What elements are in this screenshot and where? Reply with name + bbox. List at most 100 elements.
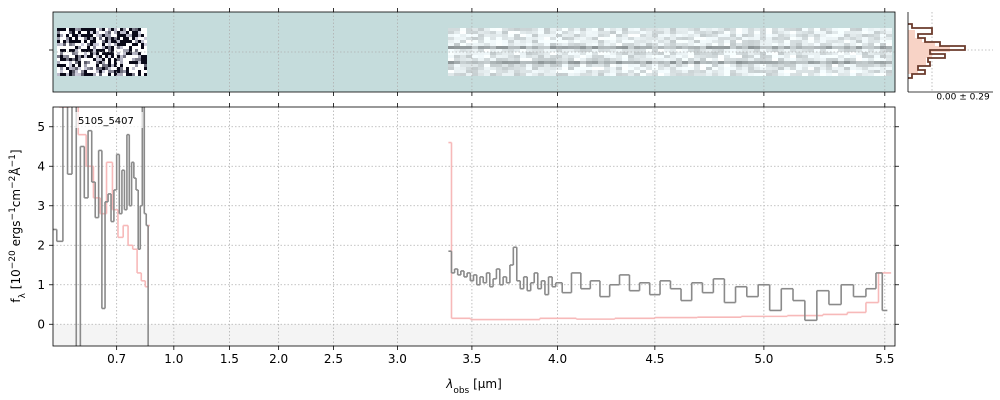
pixel (96, 67, 99, 70)
pixel (688, 64, 694, 67)
pixel (478, 61, 484, 64)
pixel (69, 52, 72, 55)
pixel (514, 37, 520, 40)
pixel (670, 34, 676, 37)
pixel (826, 49, 832, 52)
pixel (141, 43, 144, 46)
pixel (81, 64, 84, 67)
pixel (568, 43, 574, 46)
pixel (814, 28, 820, 31)
pixel (114, 49, 117, 52)
pixel (640, 46, 646, 49)
pixel (117, 67, 120, 70)
pixel (646, 73, 652, 76)
pixel (126, 34, 129, 37)
pixel (72, 46, 75, 49)
pixel (712, 31, 718, 34)
pixel (66, 37, 69, 40)
pixel (496, 28, 502, 31)
pixel (69, 61, 72, 64)
pixel (99, 67, 102, 70)
x-tick-label: 1.5 (220, 352, 239, 366)
pixel (610, 70, 616, 73)
pixel (105, 64, 108, 67)
pixel (574, 37, 580, 40)
pixel (114, 40, 117, 43)
pixel (93, 73, 96, 76)
pixel (724, 46, 730, 49)
pixel (760, 43, 766, 46)
pixel (766, 46, 772, 49)
pixel (99, 52, 102, 55)
pixel (802, 64, 808, 67)
pixel (880, 49, 886, 52)
pixel (676, 31, 682, 34)
pixel (120, 46, 123, 49)
pixel (622, 58, 628, 61)
pixel (646, 58, 652, 61)
pixel (514, 52, 520, 55)
pixel (99, 28, 102, 31)
pixel (538, 52, 544, 55)
pixel (754, 31, 760, 34)
pixel (742, 31, 748, 34)
pixel (508, 34, 514, 37)
pixel (604, 49, 610, 52)
pixel (123, 43, 126, 46)
pixel (676, 37, 682, 40)
pixel (790, 40, 796, 43)
pixel (874, 64, 880, 67)
pixel (826, 61, 832, 64)
pixel (520, 28, 526, 31)
pixel (814, 64, 820, 67)
pixel (748, 46, 754, 49)
pixel (90, 49, 93, 52)
pixel (742, 46, 748, 49)
pixel (114, 67, 117, 70)
pixel (568, 55, 574, 58)
pixel (640, 31, 646, 34)
pixel (520, 73, 526, 76)
pixel (868, 28, 874, 31)
pixel (99, 46, 102, 49)
pixel (57, 70, 60, 73)
pixel (886, 49, 892, 52)
pixel (730, 67, 736, 70)
pixel (448, 70, 454, 73)
pixel (144, 43, 147, 46)
pixel (502, 49, 508, 52)
pixel (616, 70, 622, 73)
pixel (700, 49, 706, 52)
pixel (598, 67, 604, 70)
pixel (814, 46, 820, 49)
pixel (496, 31, 502, 34)
pixel (742, 34, 748, 37)
pixel (490, 40, 496, 43)
pixel (460, 58, 466, 61)
histogram (908, 23, 966, 79)
pixel (562, 64, 568, 67)
pixel (832, 40, 838, 43)
pixel (826, 40, 832, 43)
pixel (526, 37, 532, 40)
pixel (862, 64, 868, 67)
pixel (508, 46, 514, 49)
pixel (664, 34, 670, 37)
pixel (135, 34, 138, 37)
pixel (592, 46, 598, 49)
pixel (802, 46, 808, 49)
pixel (730, 70, 736, 73)
pixel (460, 73, 466, 76)
pixel (628, 67, 634, 70)
pixel (730, 58, 736, 61)
pixel (688, 58, 694, 61)
pixel (850, 70, 856, 73)
pixel (141, 70, 144, 73)
pixel (81, 70, 84, 73)
pixel (730, 64, 736, 67)
pixel (514, 49, 520, 52)
pixel (538, 58, 544, 61)
pixel (778, 67, 784, 70)
pixel (688, 52, 694, 55)
pixel (496, 64, 502, 67)
